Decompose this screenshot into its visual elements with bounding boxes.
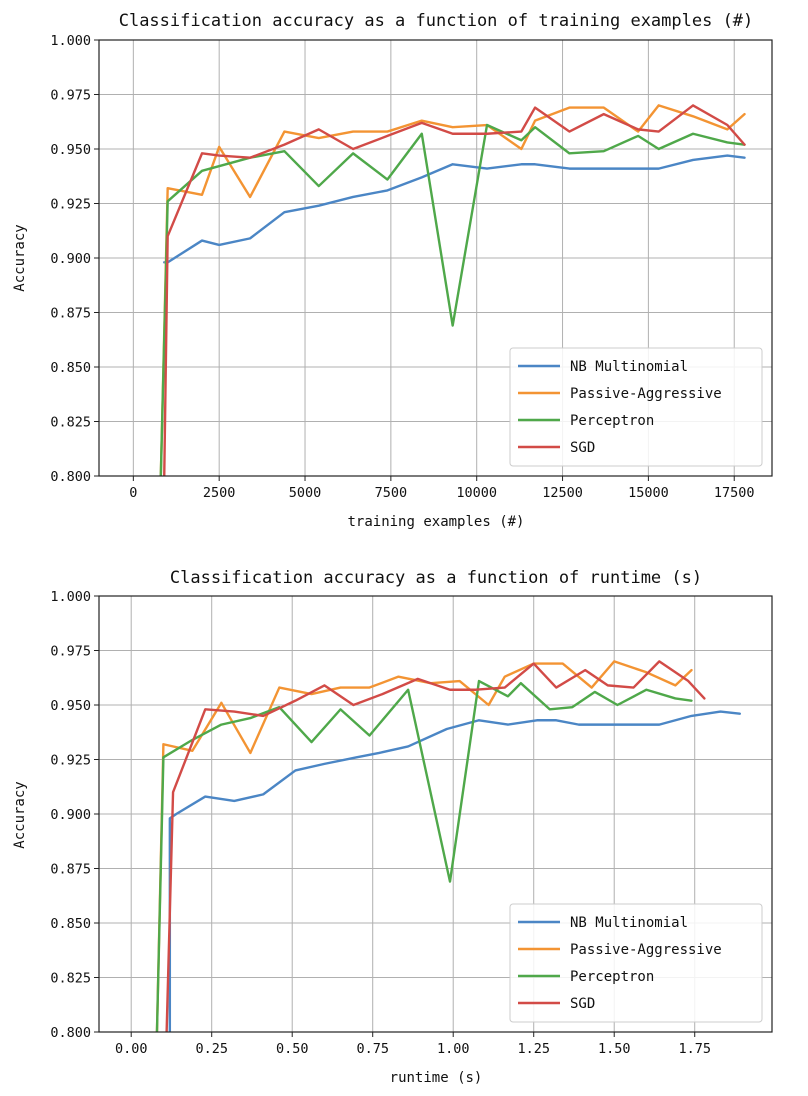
y-tick-label: 0.975: [50, 88, 91, 104]
series-line-sgd: [163, 104, 746, 476]
legend-label: NB Multinomial: [570, 359, 688, 375]
y-tick-label: 1.000: [50, 33, 91, 49]
y-axis-label: Accuracy: [12, 781, 28, 848]
series-line-nb: [163, 154, 746, 264]
x-tick-label: 7500: [375, 485, 408, 501]
y-axis-label: Accuracy: [12, 224, 28, 291]
x-tick-label: 0.75: [356, 1041, 389, 1057]
x-tick-label: 10000: [456, 485, 497, 501]
x-tick-label: 2500: [203, 485, 236, 501]
legend-label: Perceptron: [570, 969, 654, 985]
y-tick-label: 1.000: [50, 589, 91, 605]
y-tick-label: 0.900: [50, 251, 91, 267]
legend-label: SGD: [570, 440, 595, 456]
legend: NB Multinomial Passive-Aggressive Perceptr…: [509, 347, 763, 467]
series-group: [155, 660, 741, 1032]
x-tick-label: 17500: [714, 485, 755, 501]
legend-box: [509, 347, 763, 467]
x-tick-label: 12500: [542, 485, 583, 501]
x-tick-label: 0.50: [276, 1041, 309, 1057]
legend-label: Passive-Aggressive: [570, 942, 722, 958]
series-line-sgd: [165, 660, 706, 1032]
x-tick-label: 1.25: [517, 1041, 550, 1057]
y-tick-label: 0.950: [50, 142, 91, 158]
x-tick-label: 0.25: [195, 1041, 228, 1057]
y-tick-label: 0.825: [50, 971, 91, 987]
y-tick-label: 0.925: [50, 753, 91, 769]
chart-runtime: Classification accuracy as a function of…: [12, 568, 773, 1086]
y-tick-label: 0.850: [50, 360, 91, 376]
series-line-perceptron: [155, 679, 693, 1032]
y-tick-label: 0.800: [50, 1025, 91, 1041]
y-tick-label: 0.850: [50, 916, 91, 932]
chart-training-examples: Classification accuracy as a function of…: [12, 11, 773, 530]
legend-label: Perceptron: [570, 413, 654, 429]
y-tick-label: 0.900: [50, 807, 91, 823]
x-tick-label: 0: [129, 485, 137, 501]
y-tick-label: 0.800: [50, 469, 91, 485]
y-tick-label: 0.875: [50, 306, 91, 322]
legend: NB Multinomial Passive-Aggressive Perceptr…: [509, 903, 763, 1023]
legend-label: SGD: [570, 996, 595, 1012]
y-tick-label: 0.925: [50, 197, 91, 213]
x-tick-label: 1.75: [678, 1041, 711, 1057]
series-group: [159, 104, 746, 476]
x-tick-label: 15000: [628, 485, 669, 501]
y-tick-label: 0.975: [50, 644, 91, 660]
chart-title: Classification accuracy as a function of…: [170, 568, 702, 588]
chart-title: Classification accuracy as a function of…: [119, 11, 754, 31]
x-tick-label: 1.50: [598, 1041, 631, 1057]
y-tick-label: 0.950: [50, 698, 91, 714]
x-tick-label: 5000: [289, 485, 322, 501]
x-tick-label: 0.00: [115, 1041, 148, 1057]
x-axis-label: runtime (s): [390, 1070, 483, 1086]
legend-label: Passive-Aggressive: [570, 386, 722, 402]
legend-label: NB Multinomial: [570, 915, 688, 931]
x-axis-label: training examples (#): [347, 514, 524, 530]
y-tick-label: 0.875: [50, 862, 91, 878]
x-tick-label: 1.00: [437, 1041, 470, 1057]
y-tick-label: 0.825: [50, 415, 91, 431]
series-line-nb: [168, 710, 741, 1032]
legend-box: [509, 903, 763, 1023]
